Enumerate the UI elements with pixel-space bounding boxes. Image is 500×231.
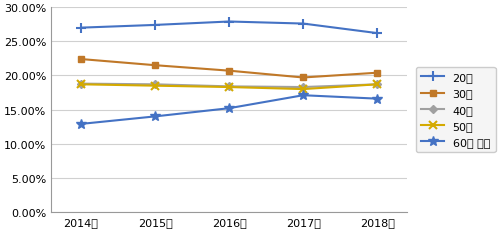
30대	[374, 72, 380, 75]
Line: 40대: 40대	[78, 82, 380, 90]
20대	[374, 33, 380, 35]
40대	[226, 86, 232, 88]
60대 이상	[226, 107, 232, 110]
60대 이상	[374, 98, 380, 101]
Line: 50대: 50대	[77, 81, 382, 94]
30대	[300, 77, 306, 79]
Line: 30대: 30대	[78, 56, 380, 82]
30대	[226, 70, 232, 73]
60대 이상	[300, 94, 306, 97]
30대	[152, 64, 158, 67]
Line: 20대: 20대	[76, 18, 382, 39]
60대 이상	[152, 116, 158, 118]
40대	[300, 86, 306, 89]
20대	[226, 21, 232, 24]
60대 이상	[78, 123, 84, 126]
40대	[78, 83, 84, 86]
50대	[78, 84, 84, 86]
20대	[78, 27, 84, 30]
50대	[226, 86, 232, 89]
Line: 60대 이상: 60대 이상	[76, 91, 382, 129]
40대	[152, 84, 158, 86]
40대	[374, 84, 380, 86]
20대	[300, 23, 306, 26]
30대	[78, 58, 84, 61]
50대	[152, 85, 158, 88]
50대	[374, 84, 380, 86]
Legend: 20대, 30대, 40대, 50대, 60대 이상: 20대, 30대, 40대, 50대, 60대 이상	[416, 67, 496, 153]
20대	[152, 24, 158, 27]
50대	[300, 88, 306, 91]
